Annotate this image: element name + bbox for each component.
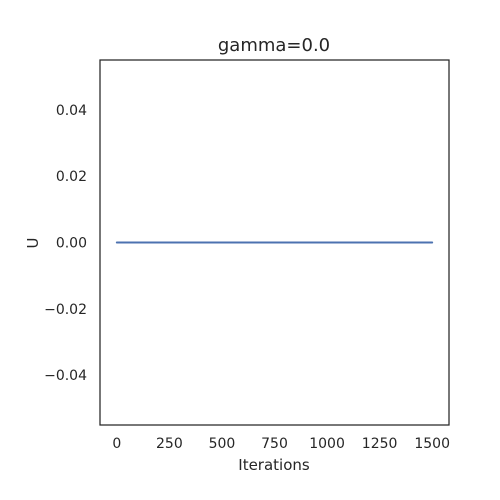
- y-tick-labels: −0.04 −0.02 0.00 0.02 0.04: [44, 103, 87, 384]
- x-tick-label: 1500: [414, 436, 450, 452]
- x-tick-label: 0: [112, 436, 121, 452]
- chart-title: gamma=0.0: [218, 35, 330, 56]
- x-tick-label: 1250: [362, 436, 398, 452]
- x-tick-label: 1000: [309, 436, 345, 452]
- y-tick-label: −0.04: [44, 368, 87, 384]
- x-axis-label: Iterations: [238, 456, 310, 474]
- x-tick-label: 750: [261, 436, 288, 452]
- x-tick-labels: 0 250 500 750 1000 1250 1500: [112, 436, 450, 452]
- y-tick-label: −0.02: [44, 302, 87, 318]
- y-tick-label: 0.00: [56, 236, 87, 252]
- y-tick-label: 0.02: [56, 169, 87, 185]
- y-tick-label: 0.04: [56, 103, 87, 119]
- y-axis-label: U: [24, 238, 42, 249]
- x-tick-label: 250: [156, 436, 183, 452]
- x-tick-label: 500: [209, 436, 236, 452]
